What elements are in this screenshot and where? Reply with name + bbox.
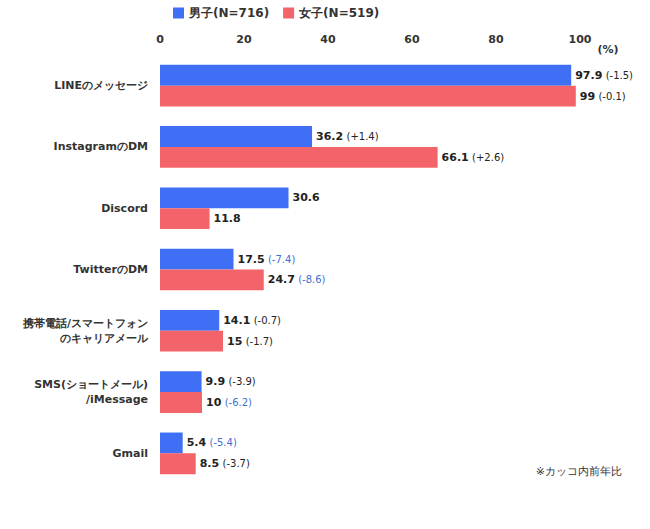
svg-text:(-3.7): (-3.7) [223, 458, 250, 469]
svg-text:Gmail: Gmail [113, 447, 148, 460]
svg-text:(-5.4): (-5.4) [210, 437, 237, 448]
svg-text:100: 100 [569, 33, 592, 46]
svg-text:(-8.6): (-8.6) [298, 274, 325, 285]
svg-text:TwitterのDM: TwitterのDM [73, 263, 148, 276]
svg-text:0: 0 [156, 33, 164, 46]
svg-text:97.9: 97.9 [575, 69, 602, 82]
svg-text:20: 20 [236, 33, 252, 46]
svg-text:Discord: Discord [101, 202, 148, 215]
svg-text:11.8: 11.8 [214, 212, 241, 225]
svg-text:(-0.1): (-0.1) [598, 91, 625, 102]
svg-text:99: 99 [580, 90, 595, 103]
svg-text:24.7: 24.7 [268, 273, 295, 286]
svg-text:5.4: 5.4 [187, 436, 207, 449]
svg-text:男子(N=716): 男子(N=716) [188, 6, 269, 20]
svg-text:InstagramのDM: InstagramのDM [54, 140, 148, 153]
svg-text:(-7.4): (-7.4) [268, 254, 295, 265]
svg-text:(-1.5): (-1.5) [606, 70, 633, 81]
svg-text:※カッコ内前年比: ※カッコ内前年比 [536, 465, 622, 478]
svg-text:(%): (%) [597, 43, 618, 56]
svg-text:9.9: 9.9 [206, 375, 226, 388]
svg-text:17.5: 17.5 [238, 253, 265, 266]
svg-text:(-0.7): (-0.7) [254, 315, 281, 326]
svg-text:40: 40 [320, 33, 336, 46]
svg-text:8.5: 8.5 [200, 457, 220, 470]
svg-text:LINEのメッセージ: LINEのメッセージ [54, 79, 148, 92]
svg-text:60: 60 [404, 33, 420, 46]
svg-text:14.1: 14.1 [223, 314, 250, 327]
svg-text:/iMessage: /iMessage [86, 393, 148, 406]
svg-text:(-1.7): (-1.7) [246, 336, 273, 347]
svg-text:女子(N=519): 女子(N=519) [298, 6, 379, 20]
svg-text:80: 80 [488, 33, 504, 46]
svg-text:(+2.6): (+2.6) [472, 152, 504, 163]
svg-text:携帯電話/スマートフォン: 携帯電話/スマートフォン [22, 317, 148, 330]
svg-text:66.1: 66.1 [442, 151, 469, 164]
svg-text:(+1.4): (+1.4) [347, 131, 379, 142]
svg-text:15: 15 [227, 335, 242, 348]
svg-text:(-3.9): (-3.9) [228, 376, 255, 387]
svg-text:10: 10 [206, 396, 222, 409]
svg-text:SMS(ショートメール): SMS(ショートメール) [34, 378, 148, 391]
svg-text:30.6: 30.6 [293, 191, 320, 204]
svg-text:のキャリアメール: のキャリアメール [60, 332, 149, 345]
svg-text:(-6.2): (-6.2) [225, 397, 252, 408]
svg-text:36.2: 36.2 [316, 130, 343, 143]
